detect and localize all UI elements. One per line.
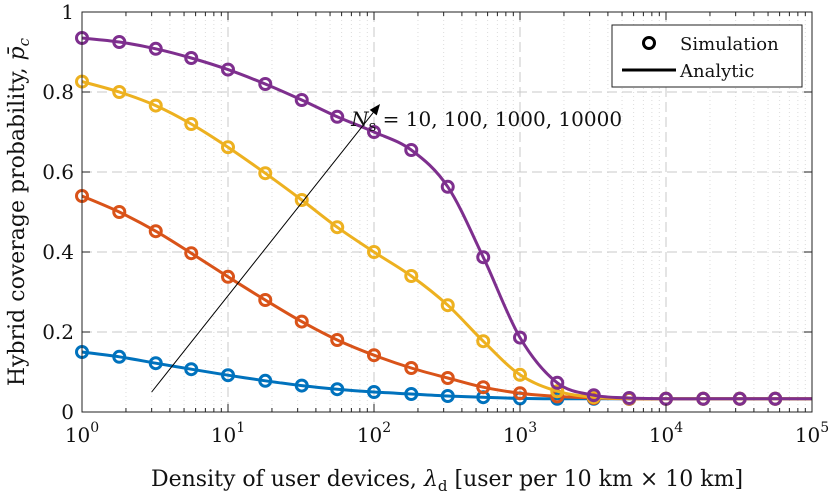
x-tick-label: 102 xyxy=(357,420,391,447)
x-tick-label: 104 xyxy=(649,420,683,447)
x-tick-label: 103 xyxy=(503,420,537,447)
data-point-simulation xyxy=(440,179,455,194)
data-point-simulation xyxy=(367,245,381,259)
data-point-simulation xyxy=(367,385,381,399)
plot-frame xyxy=(81,11,813,413)
data-point-simulation xyxy=(330,220,345,235)
data-point-simulation xyxy=(330,109,345,124)
data-point-simulation xyxy=(258,373,273,388)
data-point-simulation xyxy=(294,193,309,207)
tick-labels: 100 101 102 103 104 105 0 0.2 0.4 0.6 0.8 1 xyxy=(42,0,829,447)
data-point-simulation xyxy=(550,375,565,390)
data-point-simulation xyxy=(404,143,419,157)
data-point-simulation xyxy=(768,391,783,406)
data-point-simulation xyxy=(404,361,419,375)
data-point-simulation xyxy=(258,166,273,181)
data-point-simulation xyxy=(476,380,491,395)
annotation-arrowhead xyxy=(369,104,381,116)
data-point-simulation xyxy=(148,356,163,371)
annotation-text: Ns = 10, 100, 1000, 10000 xyxy=(350,107,622,135)
data-point-simulation xyxy=(330,333,345,347)
data-point-simulation xyxy=(184,362,199,377)
data-point-simulation xyxy=(367,348,381,363)
data-point-simulation xyxy=(258,293,273,307)
data-point-simulation xyxy=(184,51,199,65)
y-tick-label: 0.4 xyxy=(42,240,74,264)
y-tick-label: 0.2 xyxy=(42,320,74,344)
data-point-simulation xyxy=(440,389,455,403)
data-point-simulation xyxy=(513,367,527,382)
data-point-simulation xyxy=(294,378,309,393)
y-axis-label: Hybrid coverage probability, p̄c xyxy=(5,37,33,386)
data-point-simulation xyxy=(221,62,235,77)
data-point-simulation xyxy=(696,391,711,406)
data-point-simulation xyxy=(732,391,747,406)
data-point-simulation xyxy=(622,391,637,405)
x-tick-label: 105 xyxy=(795,420,829,447)
legend-box xyxy=(611,24,803,88)
data-point-simulation xyxy=(476,334,491,349)
x-tick-label: 100 xyxy=(65,420,99,447)
x-tick-label: 101 xyxy=(211,420,245,447)
y-tick-label: 0.6 xyxy=(42,160,74,184)
series-group xyxy=(75,31,812,406)
y-tick-label: 0.8 xyxy=(42,80,74,104)
legend: Simulation Analytic xyxy=(611,24,803,88)
legend-simulation-marker xyxy=(642,36,656,50)
data-point-simulation xyxy=(513,330,527,345)
legend-simulation-label: Simulation xyxy=(680,34,779,55)
data-point-simulation xyxy=(404,387,419,401)
data-point-simulation xyxy=(586,388,601,403)
data-point-simulation xyxy=(258,77,273,91)
series-line-analytic xyxy=(81,36,812,401)
data-point-simulation xyxy=(112,349,127,364)
data-point-simulation xyxy=(404,269,419,283)
data-point-simulation xyxy=(148,41,163,56)
data-point-simulation xyxy=(148,224,163,239)
data-point-simulation xyxy=(294,314,309,329)
grid xyxy=(82,12,812,412)
legend-analytic-label: Analytic xyxy=(679,61,754,82)
data-point-simulation xyxy=(476,250,491,265)
data-point-simulation xyxy=(221,269,235,284)
y-tick-label: 0 xyxy=(61,400,74,424)
data-point-simulation xyxy=(112,205,127,219)
data-point-simulation xyxy=(112,85,127,99)
tick-marks xyxy=(81,11,813,413)
data-point-simulation xyxy=(550,384,565,399)
x-axis-label: Density of user devices, λd [user per 10… xyxy=(151,467,743,494)
data-point-simulation xyxy=(440,371,455,385)
data-point-simulation xyxy=(513,386,527,401)
data-point-simulation xyxy=(440,298,455,313)
data-point-simulation xyxy=(330,382,345,397)
data-point-simulation xyxy=(184,246,199,261)
annotation-arrow xyxy=(151,112,374,393)
data-point-simulation xyxy=(112,35,127,49)
data-point-simulation xyxy=(184,117,199,131)
data-point-simulation xyxy=(294,93,309,107)
annotation: Ns = 10, 100, 1000, 10000 xyxy=(151,104,622,393)
data-point-simulation xyxy=(148,98,163,113)
series-3 xyxy=(75,31,812,406)
data-point-simulation xyxy=(367,125,381,139)
data-point-simulation xyxy=(221,368,235,383)
data-point-simulation xyxy=(221,140,235,155)
y-tick-label: 1 xyxy=(61,0,74,24)
